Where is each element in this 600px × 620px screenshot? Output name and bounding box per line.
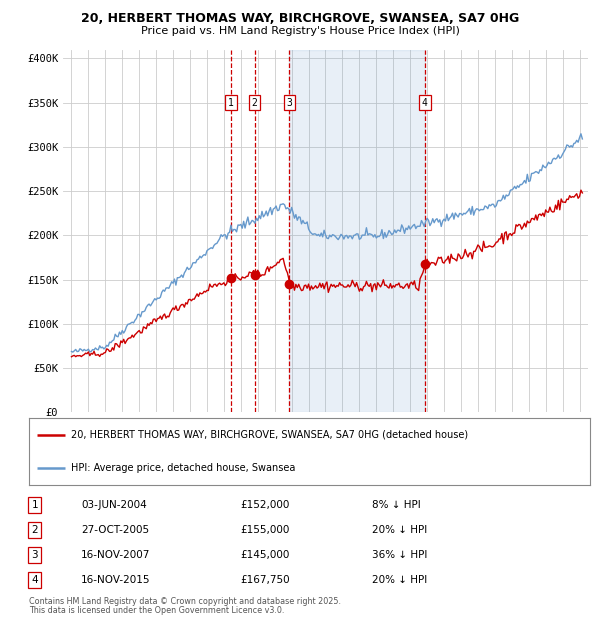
Text: 1: 1: [31, 500, 38, 510]
Text: 4: 4: [422, 98, 428, 108]
Text: 20, HERBERT THOMAS WAY, BIRCHGROVE, SWANSEA, SA7 0HG: 20, HERBERT THOMAS WAY, BIRCHGROVE, SWAN…: [81, 12, 519, 25]
Text: £155,000: £155,000: [240, 525, 289, 535]
Text: 27-OCT-2005: 27-OCT-2005: [81, 525, 149, 535]
Text: 2: 2: [252, 98, 257, 108]
Text: 4: 4: [31, 575, 38, 585]
Text: 2: 2: [31, 525, 38, 535]
Text: 8% ↓ HPI: 8% ↓ HPI: [372, 500, 421, 510]
Bar: [289, 50, 425, 412]
Text: Contains HM Land Registry data © Crown copyright and database right 2025.: Contains HM Land Registry data © Crown c…: [29, 597, 341, 606]
Text: 1: 1: [228, 98, 234, 108]
Text: £145,000: £145,000: [240, 550, 289, 560]
Text: 20, HERBERT THOMAS WAY, BIRCHGROVE, SWANSEA, SA7 0HG (detached house): 20, HERBERT THOMAS WAY, BIRCHGROVE, SWAN…: [71, 430, 468, 440]
Text: 3: 3: [286, 98, 292, 108]
Text: 03-JUN-2004: 03-JUN-2004: [81, 500, 147, 510]
Text: Price paid vs. HM Land Registry's House Price Index (HPI): Price paid vs. HM Land Registry's House …: [140, 26, 460, 36]
Text: £152,000: £152,000: [240, 500, 289, 510]
Text: 36% ↓ HPI: 36% ↓ HPI: [372, 550, 427, 560]
Text: 3: 3: [31, 550, 38, 560]
Text: This data is licensed under the Open Government Licence v3.0.: This data is licensed under the Open Gov…: [29, 606, 284, 615]
Text: HPI: Average price, detached house, Swansea: HPI: Average price, detached house, Swan…: [71, 463, 295, 473]
Text: 20% ↓ HPI: 20% ↓ HPI: [372, 525, 427, 535]
Text: 16-NOV-2015: 16-NOV-2015: [81, 575, 151, 585]
Text: £167,750: £167,750: [240, 575, 290, 585]
Text: 16-NOV-2007: 16-NOV-2007: [81, 550, 151, 560]
Text: 20% ↓ HPI: 20% ↓ HPI: [372, 575, 427, 585]
